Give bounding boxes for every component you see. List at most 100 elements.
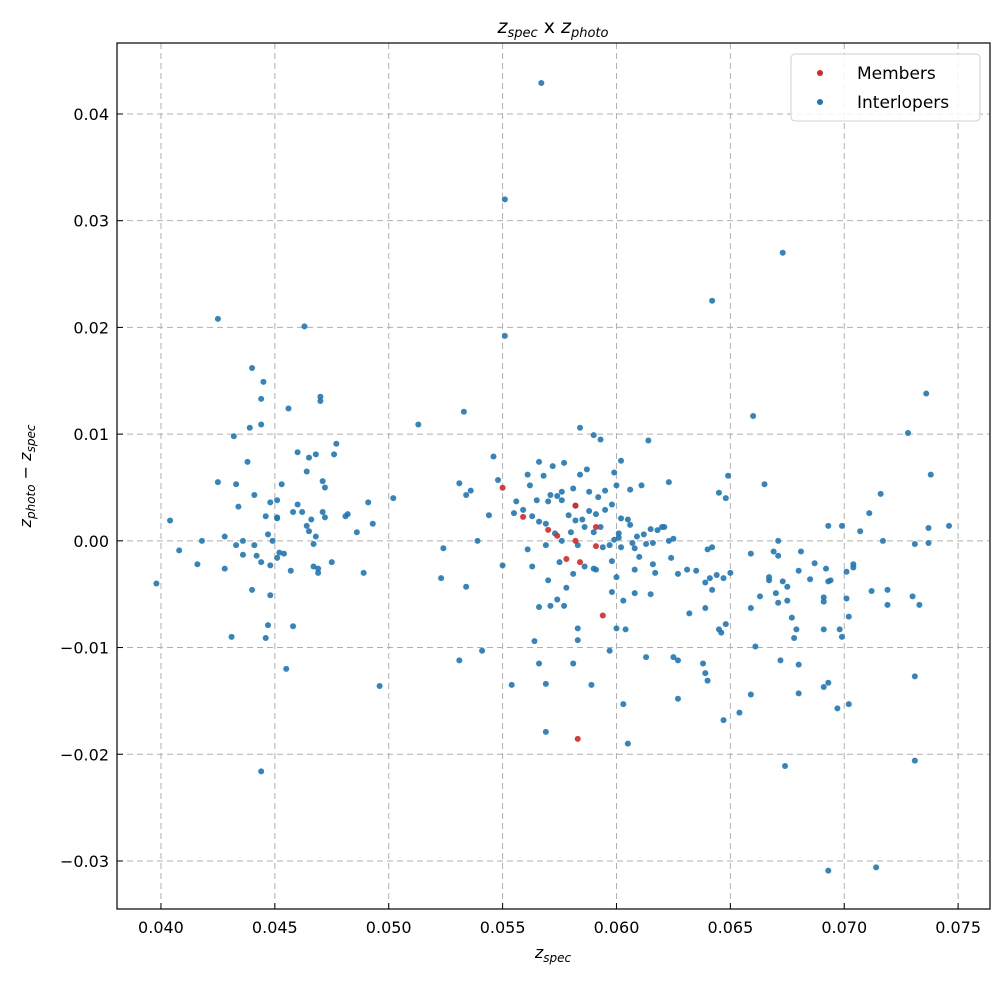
interloper-point [267, 499, 274, 506]
legend-box [790, 53, 981, 122]
interloper-point [558, 488, 565, 495]
interloper-point [807, 576, 814, 583]
interloper-point [554, 493, 561, 500]
interloper-point [572, 517, 579, 524]
interloper-point [508, 681, 515, 688]
interloper-point [905, 430, 912, 437]
interloper-point [825, 867, 832, 874]
interloper-point [747, 691, 754, 698]
interloper-point [198, 537, 205, 544]
interloper-point [665, 479, 672, 486]
interloper-point [661, 523, 668, 530]
interloper-point [501, 332, 508, 339]
legend-label-interlopers: Interlopers [857, 93, 949, 113]
interloper-point [590, 529, 597, 536]
y-tick-label: −0.01 [60, 639, 109, 658]
interloper-point [629, 539, 636, 546]
interloper-point [586, 507, 593, 514]
interloper-point [777, 657, 784, 664]
y-tick-label: 0.02 [73, 318, 109, 337]
interloper-point [415, 421, 422, 428]
interloper-point [536, 458, 543, 465]
interloper-point [310, 563, 317, 570]
interloper-point [916, 601, 923, 608]
interloper-point [577, 424, 584, 431]
interloper-point [633, 533, 640, 540]
interloper-point [495, 477, 502, 484]
interloper-point [820, 594, 827, 601]
interloper-point [670, 654, 677, 661]
interloper-point [597, 523, 604, 530]
interloper-point [463, 491, 470, 498]
interloper-point [545, 577, 552, 584]
interloper-point [686, 610, 693, 617]
interloper-point [554, 596, 561, 603]
interloper-point [583, 466, 590, 473]
interloper-point [249, 586, 256, 593]
interloper-point [274, 514, 281, 521]
member-point [592, 543, 599, 550]
x-axis-label: zspec [534, 943, 572, 965]
interloper-point [643, 654, 650, 661]
interloper-point [654, 527, 661, 534]
interloper-point [369, 520, 376, 527]
interloper-point [321, 484, 328, 491]
interloper-point [574, 625, 581, 632]
interloper-point [244, 458, 251, 465]
interloper-point [317, 398, 324, 405]
interloper-point [524, 546, 531, 553]
interloper-point [602, 506, 609, 513]
interloper-point [925, 525, 932, 532]
interloper-point [538, 80, 545, 87]
interloper-point [490, 453, 497, 460]
interloper-point [827, 577, 834, 584]
interloper-point [540, 472, 547, 479]
interloper-point [176, 547, 183, 554]
interloper-point [499, 562, 506, 569]
interloper-point [258, 559, 265, 566]
interloper-point [911, 673, 918, 680]
member-point [572, 502, 579, 509]
legend-marker-members [817, 70, 823, 76]
interloper-point [857, 528, 864, 535]
interloper-point [570, 570, 577, 577]
interloper-point [239, 537, 246, 544]
interloper-point [579, 516, 586, 523]
interloper-point [820, 626, 827, 633]
interloper-point [561, 602, 568, 609]
interloper-point [590, 432, 597, 439]
interloper-point [312, 533, 319, 540]
interloper-point [631, 590, 638, 597]
interloper-point [618, 457, 625, 464]
interloper-point [221, 533, 228, 540]
interloper-point [722, 495, 729, 502]
interloper-point [230, 433, 237, 440]
interloper-point [460, 408, 467, 415]
grid-lines [117, 43, 990, 909]
interloper-point [376, 682, 383, 689]
interloper-point [868, 587, 875, 594]
interloper-point [756, 593, 763, 600]
y-tick-label: 0.03 [73, 212, 109, 231]
interloper-point [909, 593, 916, 600]
member-point [554, 532, 561, 539]
interloper-point [214, 479, 221, 486]
interloper-point [563, 584, 570, 591]
interloper-point [280, 550, 287, 557]
interloper-point [761, 481, 768, 488]
interloper-point [782, 763, 789, 770]
interloper-point [615, 534, 622, 541]
interloper-point [299, 509, 306, 516]
interloper-point [684, 566, 691, 573]
interloper-point [233, 481, 240, 488]
interloper-point [529, 563, 536, 570]
member-point [499, 484, 506, 491]
interloper-point [290, 509, 297, 516]
interloper-point [547, 602, 554, 609]
interloper-point [287, 567, 294, 574]
interloper-point [631, 566, 638, 573]
interloper-point [306, 528, 313, 535]
interloper-point [843, 595, 850, 602]
interloper-point [649, 539, 656, 546]
interloper-point [873, 864, 880, 871]
